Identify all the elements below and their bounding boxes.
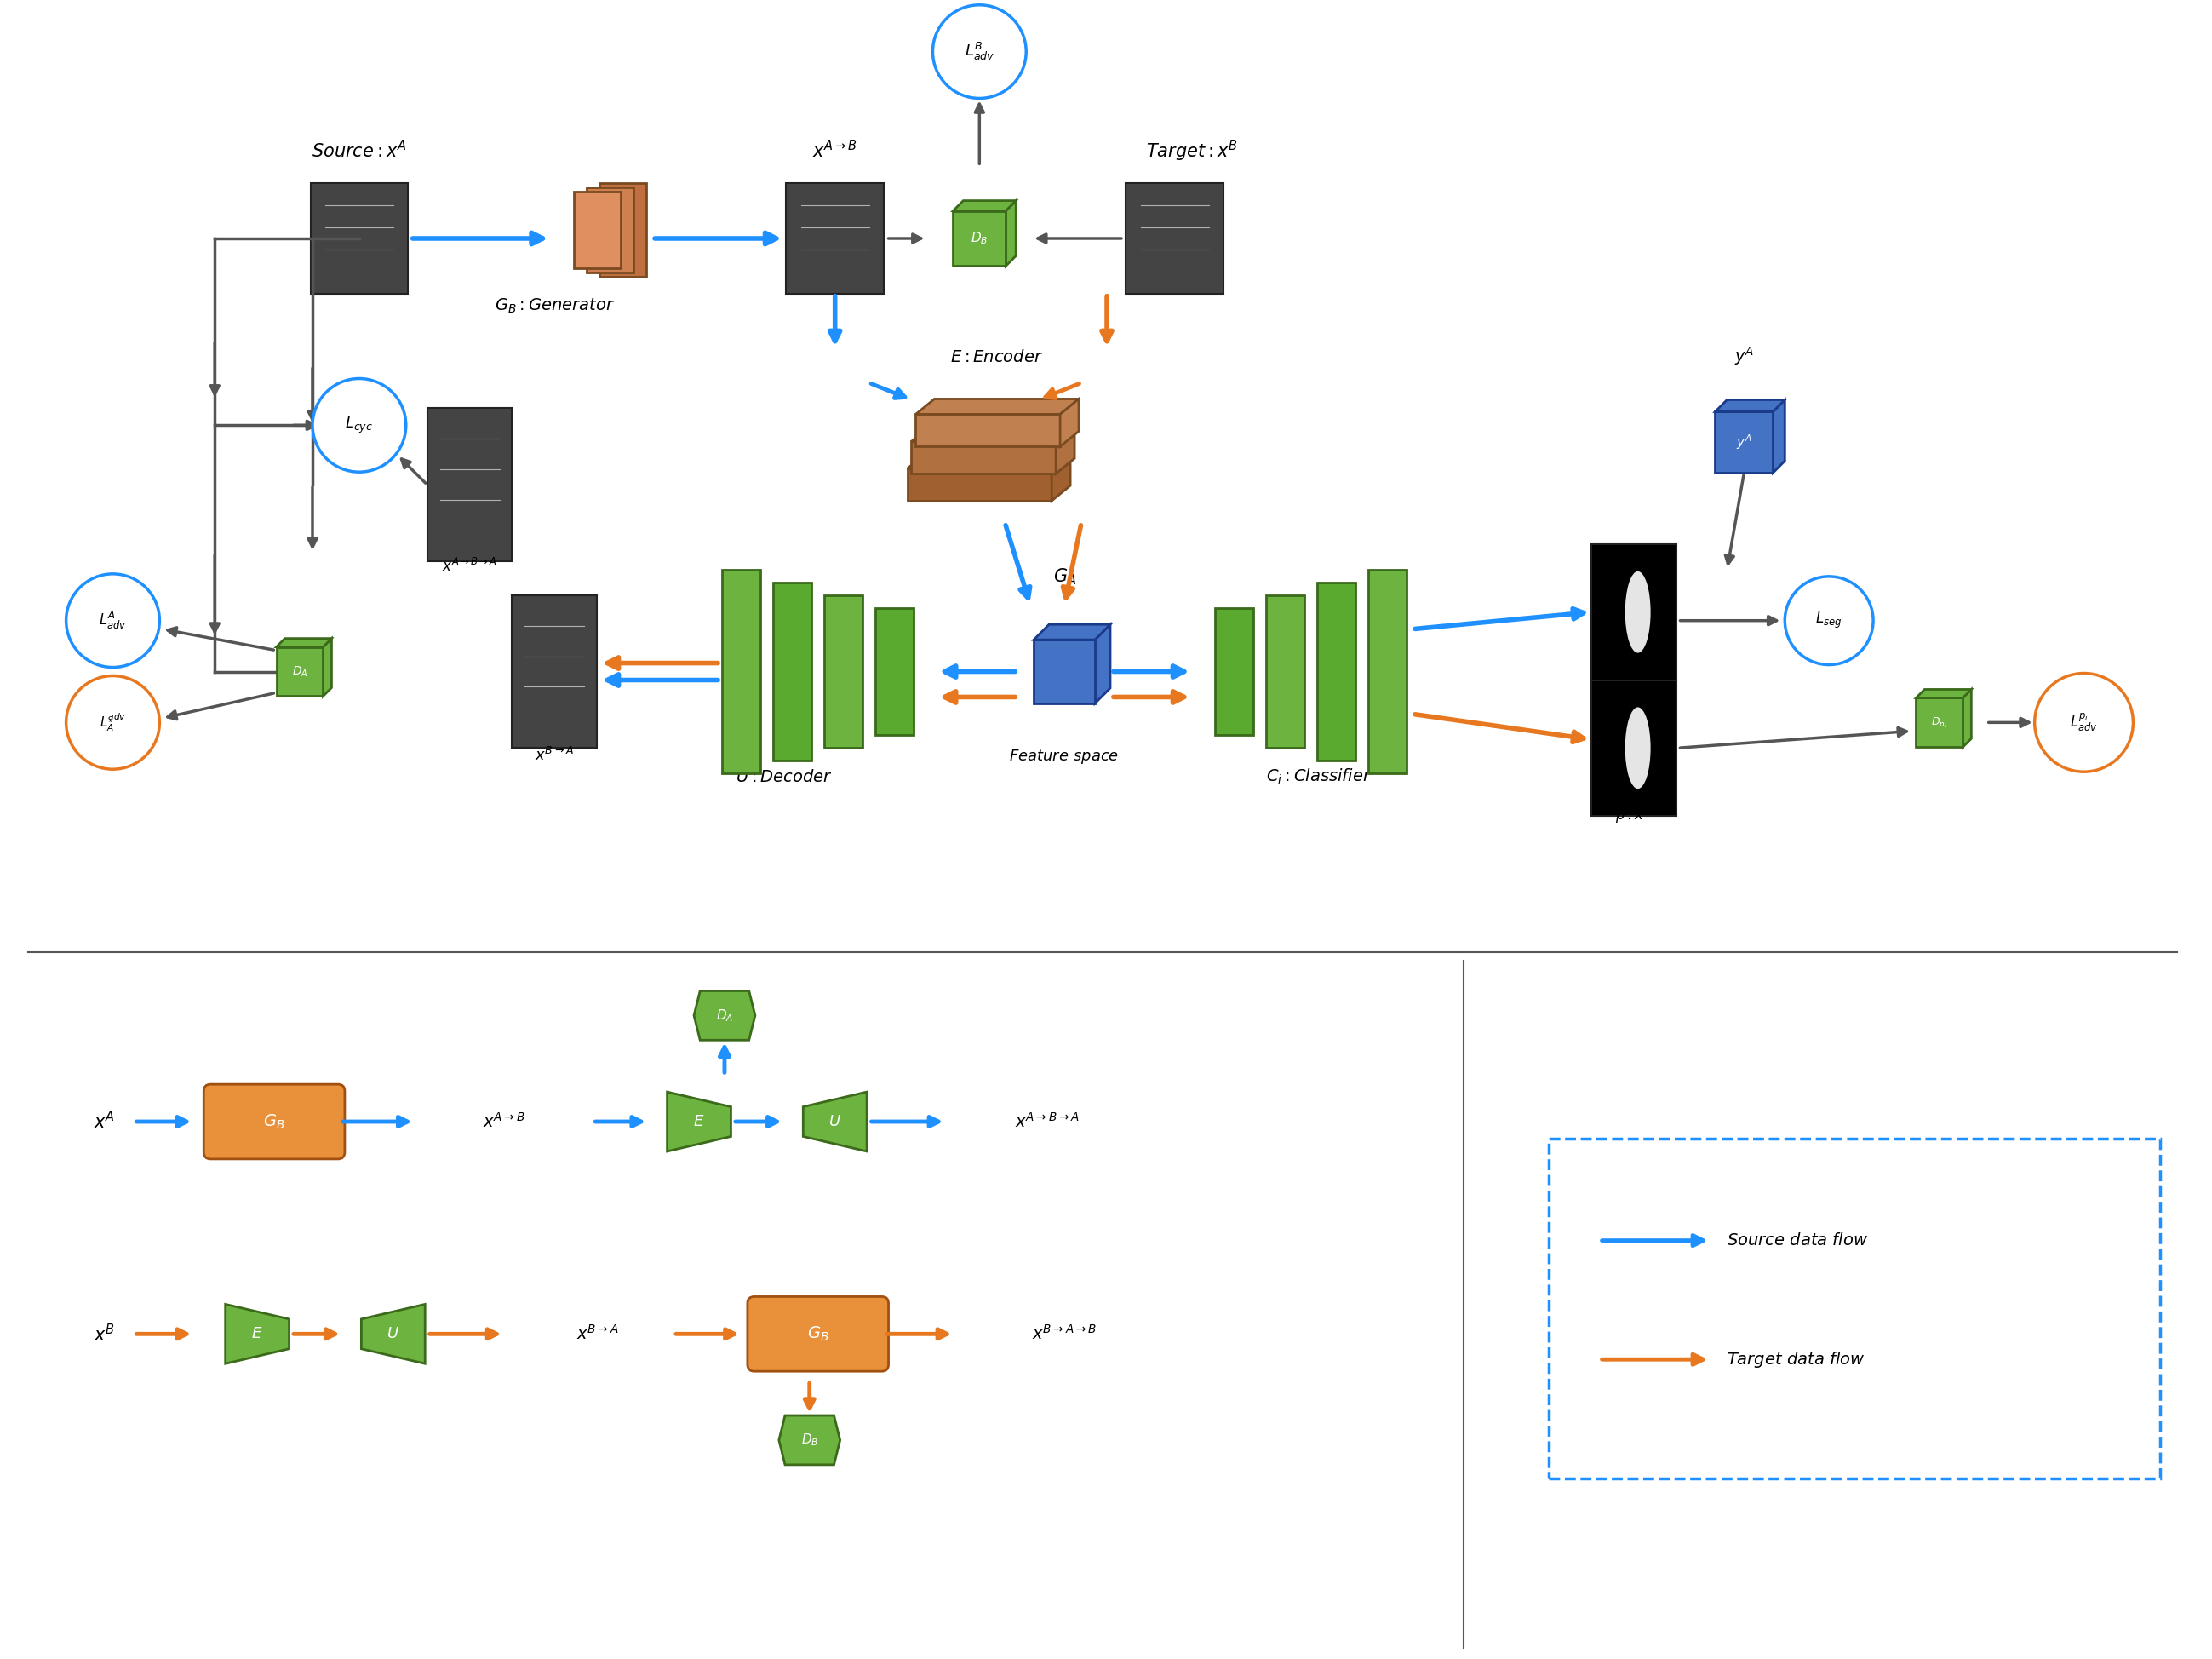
Text: $E$: $E$: [692, 1113, 706, 1130]
Polygon shape: [361, 1304, 425, 1364]
Text: $L_{cyc}$: $L_{cyc}$: [345, 415, 374, 435]
Polygon shape: [803, 1092, 867, 1151]
Text: $G_A$: $G_A$: [1053, 567, 1075, 587]
FancyBboxPatch shape: [1590, 544, 1677, 680]
Polygon shape: [1714, 400, 1785, 411]
Text: $Source: x^{A}$: $Source: x^{A}$: [312, 139, 407, 161]
FancyBboxPatch shape: [1316, 582, 1356, 761]
Text: $L_{adv}^{A}$: $L_{adv}^{A}$: [100, 611, 126, 632]
Circle shape: [1785, 576, 1874, 665]
Text: $x^{B\rightarrow A}$: $x^{B\rightarrow A}$: [575, 1324, 617, 1344]
Text: $D_A$: $D_A$: [717, 1007, 732, 1024]
FancyBboxPatch shape: [907, 468, 1051, 501]
FancyBboxPatch shape: [876, 607, 914, 735]
Text: $Target\ data\ flow$: $Target\ data\ flow$: [1728, 1350, 1865, 1369]
Text: $E: Encoder$: $E: Encoder$: [949, 348, 1042, 365]
Polygon shape: [916, 398, 1079, 415]
Text: $U$: $U$: [387, 1326, 400, 1342]
Polygon shape: [1916, 690, 1971, 698]
Polygon shape: [1051, 453, 1071, 501]
Polygon shape: [323, 639, 332, 697]
Text: $x^{A\rightarrow B}$: $x^{A\rightarrow B}$: [812, 139, 858, 161]
FancyBboxPatch shape: [1548, 1138, 2161, 1478]
Polygon shape: [1006, 201, 1015, 265]
FancyBboxPatch shape: [723, 569, 761, 773]
FancyBboxPatch shape: [513, 596, 597, 748]
Polygon shape: [276, 647, 323, 697]
Polygon shape: [1962, 690, 1971, 747]
Text: $y^A$: $y^A$: [1734, 345, 1754, 367]
FancyBboxPatch shape: [911, 441, 1055, 474]
Text: $L_{\tilde{A}}^{adv}$: $L_{\tilde{A}}^{adv}$: [100, 712, 126, 733]
Text: $x^{A\rightarrow B\rightarrow A}$: $x^{A\rightarrow B\rightarrow A}$: [1015, 1112, 1079, 1131]
FancyBboxPatch shape: [599, 182, 646, 277]
FancyBboxPatch shape: [1265, 596, 1305, 748]
FancyBboxPatch shape: [1590, 680, 1677, 816]
Polygon shape: [953, 201, 1015, 211]
Text: $L_{seg}$: $L_{seg}$: [1816, 611, 1843, 630]
Text: $D_B$: $D_B$: [971, 231, 989, 247]
Text: $D_{p_i}$: $D_{p_i}$: [1931, 715, 1947, 730]
Circle shape: [2035, 674, 2132, 771]
Text: $U: Decoder$: $U: Decoder$: [737, 770, 832, 785]
Text: $U$: $U$: [830, 1113, 841, 1130]
Polygon shape: [226, 1304, 290, 1364]
FancyBboxPatch shape: [310, 182, 407, 294]
Polygon shape: [668, 1092, 730, 1151]
Ellipse shape: [1626, 571, 1650, 654]
Text: $p: x^{A\rightarrow B}$: $p: x^{A\rightarrow B}$: [1606, 669, 1661, 690]
Circle shape: [66, 675, 159, 770]
FancyBboxPatch shape: [774, 582, 812, 761]
Polygon shape: [907, 453, 1071, 468]
Text: $Target: x^{B}$: $Target: x^{B}$: [1146, 139, 1239, 164]
Text: $x^{B\rightarrow A}$: $x^{B\rightarrow A}$: [535, 747, 575, 765]
Text: $C_i: Classifier$: $C_i: Classifier$: [1267, 768, 1371, 786]
Polygon shape: [1033, 640, 1095, 703]
Text: $L_{adv}^{p_i}$: $L_{adv}^{p_i}$: [2070, 712, 2097, 733]
Polygon shape: [1774, 400, 1785, 473]
FancyBboxPatch shape: [825, 596, 863, 748]
Text: $G_B: Generator$: $G_B: Generator$: [495, 297, 615, 315]
Text: $x^{A\rightarrow B}$: $x^{A\rightarrow B}$: [482, 1112, 524, 1131]
Circle shape: [312, 378, 407, 471]
Text: $y^A$: $y^A$: [1736, 433, 1752, 451]
Text: $D_B$: $D_B$: [801, 1432, 818, 1448]
Polygon shape: [276, 639, 332, 647]
Polygon shape: [1095, 624, 1110, 703]
FancyBboxPatch shape: [1126, 182, 1223, 294]
Ellipse shape: [1626, 707, 1650, 788]
Polygon shape: [953, 211, 1006, 265]
Text: $x^B$: $x^B$: [93, 1324, 115, 1345]
Text: $E$: $E$: [252, 1326, 263, 1342]
Text: $Feature\ space$: $Feature\ space$: [1009, 748, 1119, 766]
Text: $Source\ data\ flow$: $Source\ data\ flow$: [1728, 1233, 1869, 1249]
Text: $x^A$: $x^A$: [93, 1112, 115, 1133]
FancyBboxPatch shape: [204, 1085, 345, 1160]
Text: $G_B$: $G_B$: [263, 1113, 285, 1131]
Polygon shape: [1060, 398, 1079, 446]
Text: $x^{A\rightarrow B\rightarrow A}$: $x^{A\rightarrow B\rightarrow A}$: [442, 557, 498, 574]
Polygon shape: [695, 990, 754, 1040]
Polygon shape: [1916, 698, 1962, 747]
Text: $D_A$: $D_A$: [292, 665, 307, 679]
Circle shape: [66, 574, 159, 667]
Text: $x^{B\rightarrow A\rightarrow B}$: $x^{B\rightarrow A\rightarrow B}$: [1033, 1324, 1097, 1344]
Polygon shape: [1055, 426, 1075, 474]
FancyBboxPatch shape: [748, 1297, 889, 1372]
FancyBboxPatch shape: [1367, 569, 1407, 773]
Circle shape: [933, 5, 1026, 98]
FancyBboxPatch shape: [785, 182, 885, 294]
FancyBboxPatch shape: [916, 415, 1060, 446]
Polygon shape: [1714, 411, 1774, 473]
Polygon shape: [911, 426, 1075, 441]
FancyBboxPatch shape: [586, 187, 633, 272]
Text: $L_{adv}^{B}$: $L_{adv}^{B}$: [964, 41, 995, 63]
FancyBboxPatch shape: [427, 408, 513, 561]
FancyBboxPatch shape: [573, 192, 619, 269]
FancyBboxPatch shape: [1214, 607, 1254, 735]
Text: $G_B$: $G_B$: [807, 1326, 830, 1344]
Polygon shape: [779, 1415, 841, 1465]
Polygon shape: [1033, 624, 1110, 640]
Text: $p: x^{B}$: $p: x^{B}$: [1615, 805, 1652, 825]
